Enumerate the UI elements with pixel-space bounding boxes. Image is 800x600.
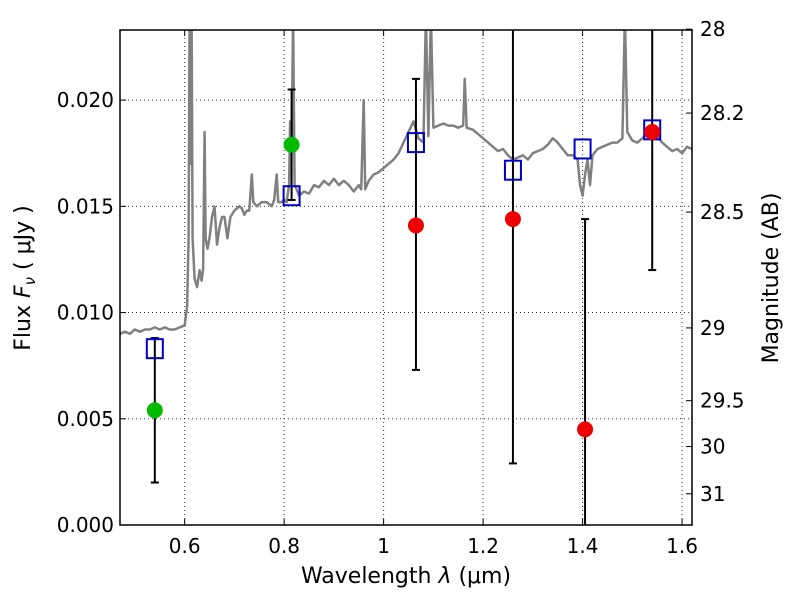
grid (120, 30, 692, 526)
y2-axis-label: Magnitude (AB) (759, 193, 784, 364)
model-point (145, 338, 164, 360)
y2-tick-label: 29.5 (700, 389, 745, 413)
observed-point (577, 421, 594, 438)
axis-ticks (120, 28, 692, 526)
model-point (573, 138, 592, 160)
x-tick-label: 1.4 (567, 534, 599, 558)
y-tick-labels: 0.000 0.005 0.010 0.015 0.020 (57, 88, 114, 537)
model-point (406, 132, 425, 154)
observed-point (407, 217, 424, 234)
y2-tick-label: 30 (700, 435, 725, 459)
x-tick-label: 0.8 (268, 534, 300, 558)
y2-tick-label: 31 (700, 482, 725, 506)
x-tick-labels: 0.6 0.8 1 1.2 1.4 1.6 (169, 534, 698, 558)
y-tick-label: 0.000 (57, 513, 114, 537)
model-points (145, 119, 662, 360)
observed-point (644, 123, 661, 140)
error-bars (150, 30, 657, 525)
x-tick-label: 1.6 (666, 534, 698, 558)
model-point (282, 185, 301, 207)
observed-point (283, 136, 300, 153)
y-tick-label: 0.020 (57, 88, 114, 112)
y2-tick-label: 28.2 (700, 101, 745, 125)
y-tick-label: 0.010 (57, 301, 114, 325)
spectrum-layer (120, 30, 692, 336)
spectrum-line (120, 30, 692, 336)
y2-tick-label: 28.5 (700, 200, 745, 224)
model-point (503, 159, 522, 181)
x-tick-label: 0.6 (169, 534, 201, 558)
observed-point (504, 211, 521, 228)
y2-tick-labels: 28 28.2 28.5 29 29.5 30 31 (700, 17, 745, 506)
y-tick-label: 0.015 (57, 194, 114, 218)
observed-point (146, 402, 163, 419)
x-tick-label: 1.2 (467, 534, 499, 558)
y2-tick-label: 28 (700, 17, 725, 41)
x-axis-label: Wavelength λ (μm) (301, 564, 511, 589)
x-tick-label: 1 (377, 534, 390, 558)
y-axis-label: Flux Fν ( μJy ) (11, 205, 39, 350)
y-tick-label: 0.005 (57, 407, 114, 431)
observed-points (146, 123, 661, 438)
y2-tick-label: 29 (700, 316, 725, 340)
plot-frame (119, 29, 693, 526)
